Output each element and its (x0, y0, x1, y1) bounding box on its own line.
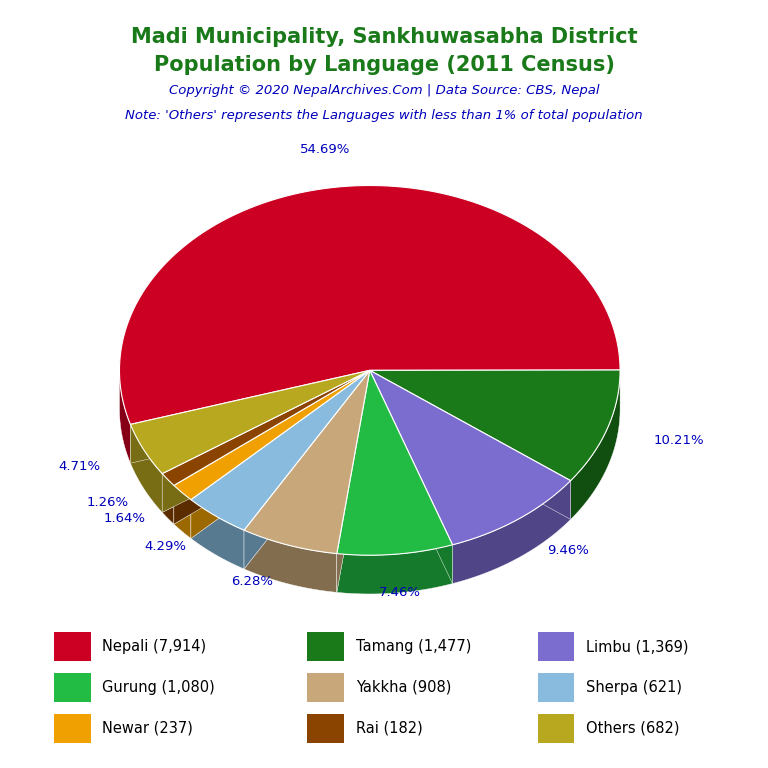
Text: Population by Language (2011 Census): Population by Language (2011 Census) (154, 55, 614, 75)
Polygon shape (369, 370, 571, 545)
Polygon shape (244, 530, 337, 592)
Polygon shape (337, 370, 452, 555)
Text: Others (682): Others (682) (586, 720, 680, 736)
Bar (538, 632, 574, 661)
Polygon shape (191, 500, 244, 569)
Polygon shape (174, 370, 369, 525)
Polygon shape (369, 370, 620, 481)
Polygon shape (162, 370, 369, 485)
Text: 6.28%: 6.28% (231, 575, 273, 588)
Polygon shape (369, 370, 452, 584)
Bar (538, 713, 574, 743)
Text: Note: 'Others' represents the Languages with less than 1% of total population: Note: 'Others' represents the Languages … (125, 109, 643, 122)
Polygon shape (162, 370, 369, 512)
Bar (307, 632, 344, 661)
Bar (54, 632, 91, 661)
Polygon shape (337, 370, 369, 592)
Polygon shape (337, 545, 452, 594)
Bar (54, 713, 91, 743)
Bar (54, 673, 91, 702)
Polygon shape (191, 370, 369, 530)
Polygon shape (244, 370, 369, 569)
Text: Sherpa (621): Sherpa (621) (586, 680, 682, 695)
Polygon shape (131, 370, 369, 463)
Polygon shape (131, 370, 369, 474)
Text: 9.46%: 9.46% (547, 544, 588, 557)
Polygon shape (162, 370, 369, 512)
Text: Nepali (7,914): Nepali (7,914) (102, 639, 207, 654)
Polygon shape (174, 370, 369, 500)
Polygon shape (120, 372, 131, 463)
Text: Rai (182): Rai (182) (356, 720, 422, 736)
Polygon shape (571, 371, 620, 519)
Polygon shape (244, 370, 369, 554)
Text: 1.26%: 1.26% (87, 496, 129, 509)
Text: 4.29%: 4.29% (144, 541, 187, 554)
Text: Copyright © 2020 NepalArchives.Com | Data Source: CBS, Nepal: Copyright © 2020 NepalArchives.Com | Dat… (169, 84, 599, 97)
Text: 10.21%: 10.21% (654, 434, 704, 447)
Polygon shape (369, 370, 571, 519)
Text: Gurung (1,080): Gurung (1,080) (102, 680, 215, 695)
Text: Yakkha (908): Yakkha (908) (356, 680, 451, 695)
Polygon shape (337, 370, 369, 592)
Bar (307, 713, 344, 743)
Text: Tamang (1,477): Tamang (1,477) (356, 639, 471, 654)
Text: 4.71%: 4.71% (58, 460, 100, 473)
Text: 54.69%: 54.69% (300, 143, 350, 156)
Text: Limbu (1,369): Limbu (1,369) (586, 639, 688, 654)
Polygon shape (369, 370, 452, 584)
Text: Newar (237): Newar (237) (102, 720, 193, 736)
Polygon shape (191, 370, 369, 538)
Polygon shape (174, 370, 369, 525)
Bar (538, 673, 574, 702)
Text: Madi Municipality, Sankhuwasabha District: Madi Municipality, Sankhuwasabha Distric… (131, 27, 637, 47)
Text: 1.64%: 1.64% (104, 511, 146, 525)
Polygon shape (131, 370, 369, 463)
Polygon shape (120, 186, 620, 425)
Polygon shape (191, 370, 369, 538)
Polygon shape (174, 485, 191, 538)
Bar (307, 673, 344, 702)
Text: 7.46%: 7.46% (379, 586, 422, 599)
Polygon shape (131, 425, 162, 512)
Polygon shape (452, 481, 571, 584)
Polygon shape (244, 370, 369, 569)
Polygon shape (162, 474, 174, 525)
Polygon shape (369, 370, 571, 519)
